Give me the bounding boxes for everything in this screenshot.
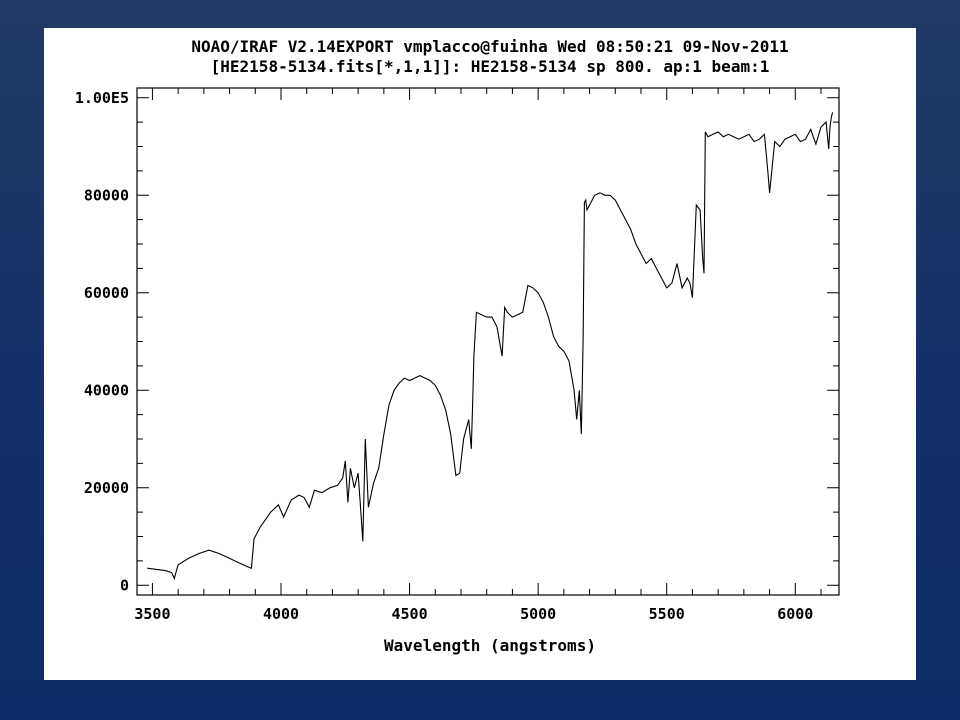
x-tick-label: 3500 xyxy=(134,605,170,623)
spectrum-line xyxy=(147,112,834,581)
tick-labels: 3500 4000 4500 5000 5500 60000200004000060000… xyxy=(75,89,814,623)
y-tick-label: 20000 xyxy=(84,479,129,497)
spectrum-chart: NOAO/IRAF V2.14EXPORT vmplacco@fuinha We… xyxy=(75,37,840,655)
plot-frame xyxy=(136,87,840,596)
x-tick-label: 5000 xyxy=(520,605,556,623)
y-tick-label: 80000 xyxy=(84,186,129,204)
x-tick-label: 4500 xyxy=(392,605,428,623)
x-tick-label: 5500 xyxy=(649,605,685,623)
x-tick-label: 4000 xyxy=(263,605,299,623)
x-axis-label: Wavelength (angstroms) xyxy=(384,636,596,655)
y-tick-label: 40000 xyxy=(84,381,129,399)
y-tick-label: 0 xyxy=(120,576,129,594)
tick-marks xyxy=(137,88,839,595)
y-tick-label: 1.00E5 xyxy=(75,89,129,107)
chart-title-line2: [HE2158-5134.fits[*,1,1]]: HE2158-5134 s… xyxy=(211,57,770,76)
x-tick-label: 6000 xyxy=(777,605,813,623)
y-tick-label: 60000 xyxy=(84,284,129,302)
chart-title-line1: NOAO/IRAF V2.14EXPORT vmplacco@fuinha We… xyxy=(191,37,788,56)
slide-panel: NOAO/IRAF V2.14EXPORT vmplacco@fuinha We… xyxy=(44,28,916,680)
